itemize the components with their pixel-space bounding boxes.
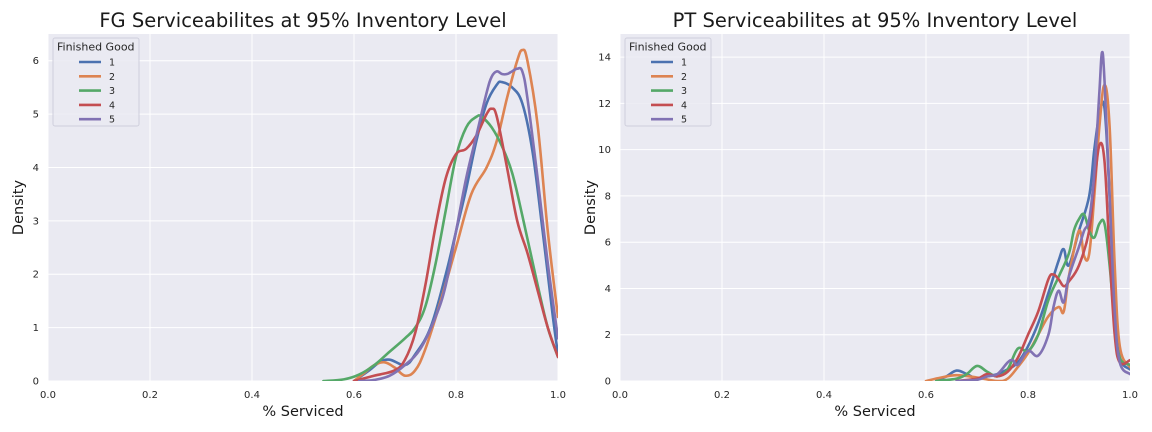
legend-label-3: 3 xyxy=(681,86,687,97)
series-line-5 xyxy=(357,66,558,381)
y-tick-label: 10 xyxy=(598,145,611,156)
y-tick-label: 8 xyxy=(605,191,611,202)
legend-label-1: 1 xyxy=(109,58,115,69)
series-line-5 xyxy=(955,50,1130,381)
x-tick-label: 1.0 xyxy=(550,390,566,401)
y-tick-label: 2 xyxy=(605,330,611,341)
legend-label-1: 1 xyxy=(681,58,687,69)
legend-label-4: 4 xyxy=(681,100,687,111)
x-tick-label: 0.2 xyxy=(142,390,158,401)
x-tick-label: 0.2 xyxy=(714,390,730,401)
legend-label-5: 5 xyxy=(681,115,687,126)
legend-label-2: 2 xyxy=(681,72,687,83)
series-line-2 xyxy=(924,83,1130,381)
y-tick-label: 1 xyxy=(33,323,39,334)
legend-label-3: 3 xyxy=(109,86,115,97)
x-tick-label: 0.0 xyxy=(40,390,56,401)
legend-label-2: 2 xyxy=(109,72,115,83)
y-tick-label: 14 xyxy=(598,53,611,64)
series-line-3 xyxy=(934,212,1130,381)
y-tick-label: 4 xyxy=(605,284,611,295)
y-tick-label: 0 xyxy=(605,377,611,388)
x-tick-label: 0.8 xyxy=(1020,390,1036,401)
x-tick-label: 0.0 xyxy=(612,390,628,401)
legend-title: Finished Good xyxy=(57,41,135,54)
series-lines xyxy=(924,50,1130,381)
x-tick-label: 0.8 xyxy=(448,390,464,401)
x-tick-label: 0.4 xyxy=(244,390,260,401)
legend-box xyxy=(52,37,140,127)
chart-title: PT Serviceabilites at 95% Inventory Leve… xyxy=(673,9,1078,32)
legend-label-4: 4 xyxy=(109,100,115,111)
series-line-4 xyxy=(955,141,1130,381)
gridlines xyxy=(47,34,559,382)
y-tick-label: 3 xyxy=(33,216,39,227)
series-line-4 xyxy=(352,107,558,381)
y-tick-label: 6 xyxy=(33,56,39,67)
y-tick-label: 0 xyxy=(33,377,39,388)
x-tick-label: 1.0 xyxy=(1122,390,1138,401)
legend: Finished Good 1 2 3 4 5 xyxy=(624,37,712,127)
series-lines xyxy=(322,48,558,381)
x-axis-label: % Serviced xyxy=(262,404,343,420)
x-tick-label: 0.4 xyxy=(816,390,832,401)
y-tick-label: 6 xyxy=(605,238,611,249)
legend-title: Finished Good xyxy=(629,41,707,54)
legend-box xyxy=(624,37,712,127)
y-tick-label: 5 xyxy=(33,110,39,121)
legend: Finished Good 1 2 3 4 5 xyxy=(52,37,140,127)
series-line-3 xyxy=(322,114,558,381)
chart-1: 0.0 0.2 0.4 0.6 0.8 1.0 0 1 2 3 4 5 6 FG Serviceabili… xyxy=(11,9,566,420)
y-axis-label: Density xyxy=(583,180,599,236)
y-tick-label: 12 xyxy=(598,99,611,110)
series-line-2 xyxy=(352,48,558,381)
legend-label-5: 5 xyxy=(109,115,115,126)
y-tick-label: 2 xyxy=(33,270,39,281)
y-axis-label: Density xyxy=(11,180,27,236)
y-tick-label: 4 xyxy=(33,163,39,174)
x-tick-label: 0.6 xyxy=(918,390,934,401)
x-axis-label: % Serviced xyxy=(834,404,915,420)
chart-title: FG Serviceabilites at 95% Inventory Leve… xyxy=(99,9,506,32)
series-line-1 xyxy=(352,80,558,381)
x-tick-label: 0.6 xyxy=(346,390,362,401)
